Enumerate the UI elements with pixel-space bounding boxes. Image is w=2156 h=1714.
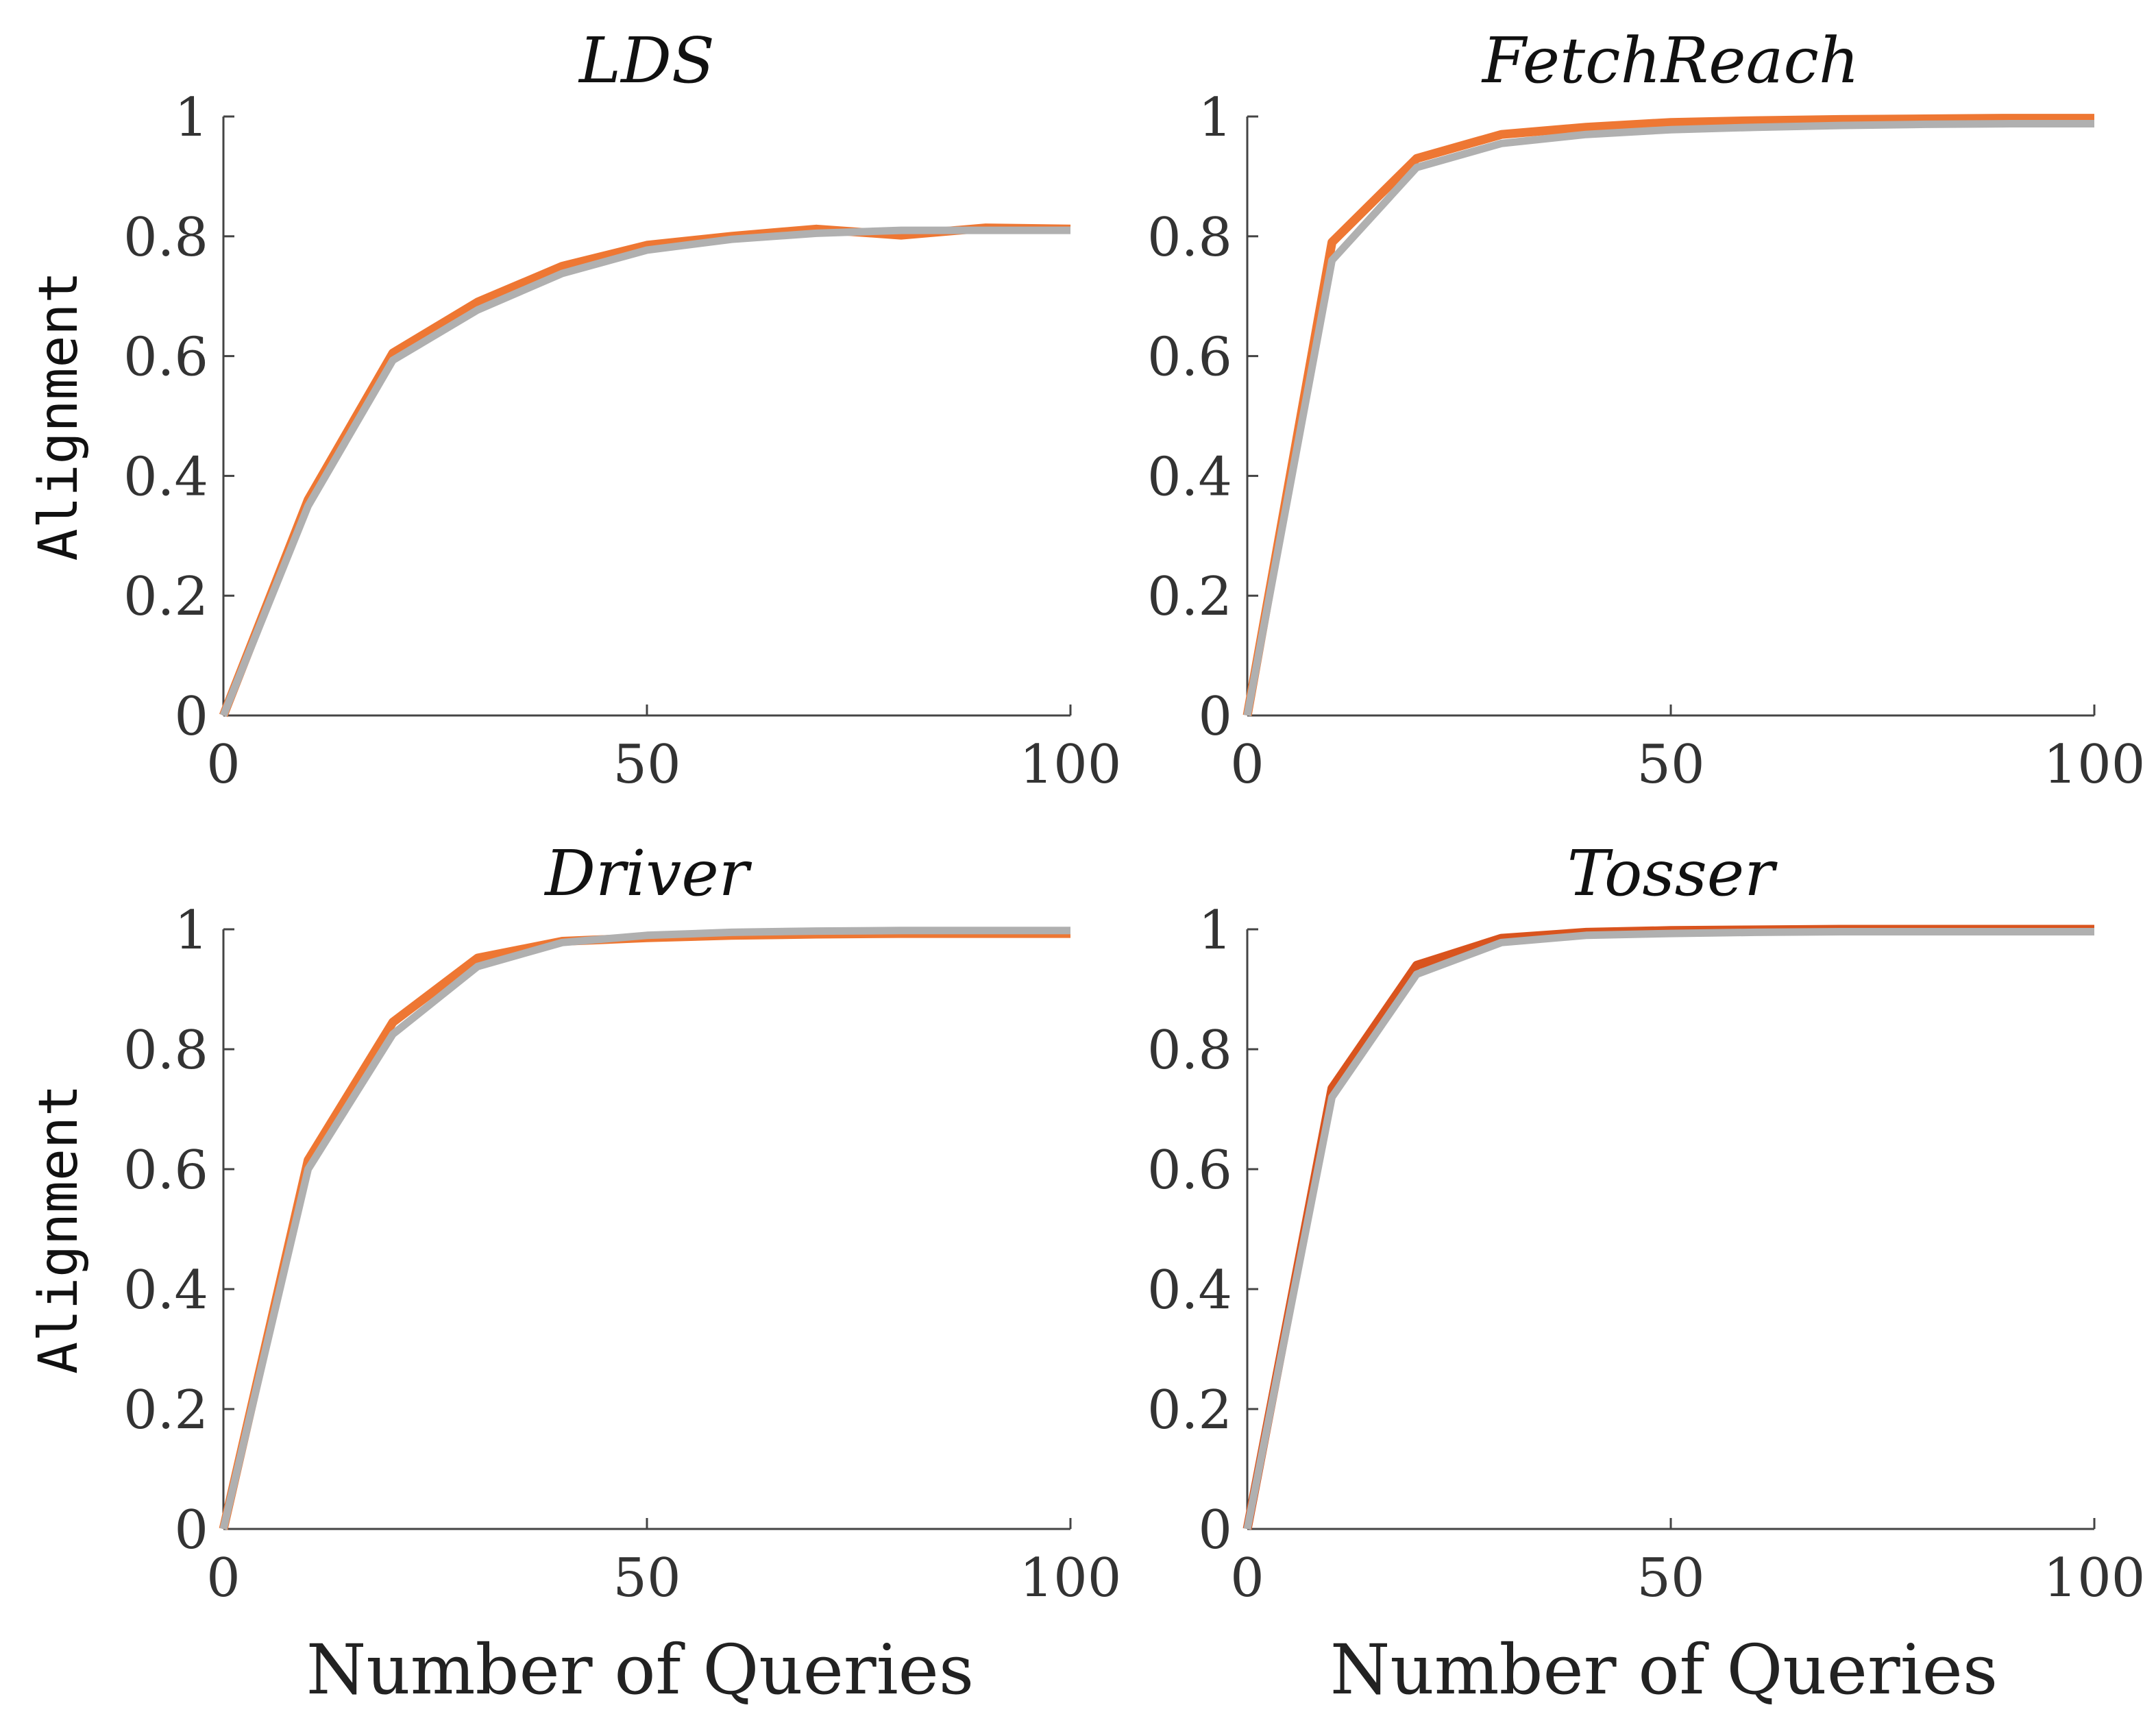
y-tick-label: 1	[1198, 900, 1232, 962]
x-tick-label: 50	[613, 1547, 681, 1609]
chart-panel-1: LDS 0 0.2 0.4 0.6 0.8 1 0 50 100 Alignment	[28, 24, 1121, 796]
panel-title: Driver	[543, 837, 752, 910]
series-line-1	[1242, 925, 2094, 1530]
x-tick-label: 50	[1637, 1547, 1704, 1609]
chart-panel-3: Driver 0 0.2 0.4 0.6 0.8 1 0 50 100 Alignment Numbe…	[28, 837, 1121, 1710]
x-tick-label: 0	[1230, 734, 1264, 796]
x-tick-label: 100	[1020, 734, 1122, 796]
y-tick-label: 1	[174, 87, 208, 149]
y-tick-label: 0.2	[1147, 566, 1232, 628]
y-tick-label: 0	[1198, 1499, 1232, 1561]
chart-panel-2: FetchReach 0 0.2 0.4 0.6 0.8 1 0 50 100	[1147, 24, 2145, 796]
series-line-2	[219, 226, 1070, 718]
series-line-2	[1243, 120, 2094, 717]
chart-panel-4: Tosser 0 0.2 0.4 0.6 0.8 1 0 50 100 Number of Quer…	[1147, 837, 2145, 1710]
x-tick-label: 100	[2044, 734, 2146, 796]
y-tick-label: 1	[174, 900, 208, 962]
y-tick-label: 0.6	[123, 1140, 208, 1201]
y-tick-label: 0.2	[1147, 1380, 1232, 1441]
x-tick-label: 0	[206, 1547, 241, 1609]
panel-title: Tosser	[1567, 837, 1778, 910]
series-line-2	[219, 927, 1070, 1530]
x-tick-label: 100	[2044, 1547, 2146, 1609]
y-tick-label: 0.8	[123, 207, 208, 269]
y-tick-label: 0.4	[1147, 1260, 1232, 1321]
y-tick-label: 0.4	[123, 1260, 208, 1321]
y-tick-label: 0.8	[123, 1020, 208, 1081]
x-tick-label: 50	[613, 734, 681, 796]
y-tick-label: 0	[1198, 686, 1232, 748]
series-line-1	[219, 223, 1071, 718]
x-tick-label: 100	[1020, 1547, 1122, 1609]
x-axis-label: Number of Queries	[1330, 1630, 1998, 1710]
y-axis-label: Alignment	[28, 271, 90, 561]
x-tick-label: 0	[1230, 1547, 1264, 1609]
x-tick-label: 0	[206, 734, 241, 796]
y-tick-label: 0.6	[1147, 1140, 1232, 1201]
series-line-1	[219, 929, 1070, 1530]
panel-title: FetchReach	[1481, 24, 1859, 97]
y-tick-label: 0.2	[123, 566, 208, 628]
y-tick-label: 0.8	[1147, 1020, 1232, 1081]
y-axis-label: Alignment	[28, 1084, 90, 1374]
y-tick-label: 0	[174, 686, 208, 748]
y-tick-label: 0.4	[1147, 446, 1232, 508]
y-tick-label: 0.6	[123, 327, 208, 389]
y-tick-label: 0	[174, 1499, 208, 1561]
x-axis-label: Number of Queries	[306, 1630, 974, 1710]
y-tick-label: 0.4	[123, 446, 208, 508]
y-tick-label: 1	[1198, 87, 1232, 149]
y-tick-label: 0.6	[1147, 327, 1232, 389]
series-line-1	[1242, 114, 2094, 717]
panel-title: LDS	[578, 24, 715, 97]
series-line-2	[1243, 928, 2094, 1530]
y-tick-label: 0.8	[1147, 207, 1232, 269]
y-tick-label: 0.2	[123, 1380, 208, 1441]
x-tick-label: 50	[1637, 734, 1704, 796]
